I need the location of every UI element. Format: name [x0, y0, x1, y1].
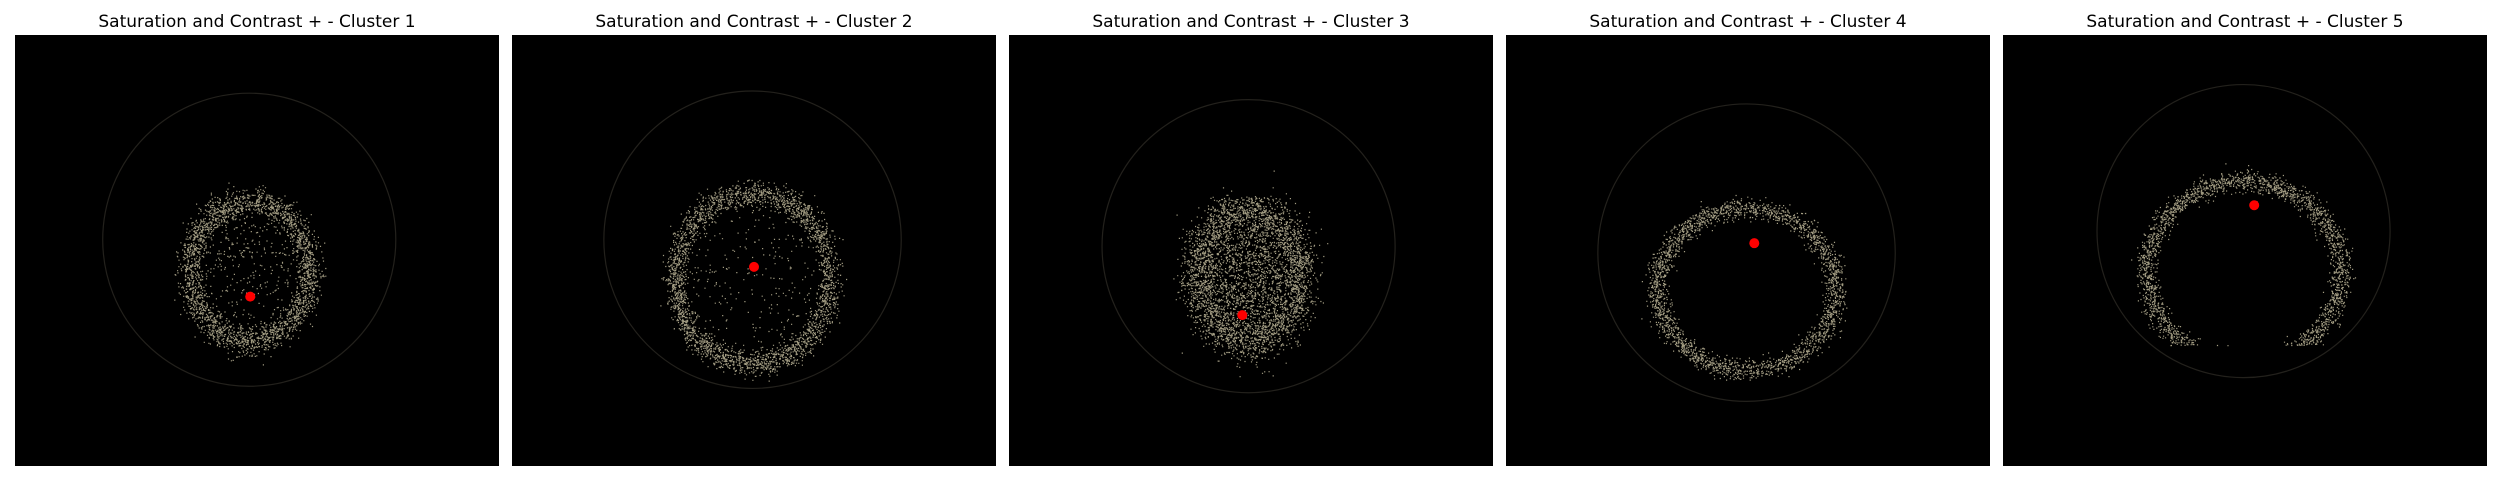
lens-outline	[2096, 83, 2391, 379]
panel-title: Saturation and Contrast + - Cluster 5	[2086, 12, 2404, 32]
lens-outline	[603, 90, 902, 390]
panel-title: Saturation and Contrast + - Cluster 3	[1092, 12, 1410, 32]
panel-cluster-1: Saturation and Contrast + - Cluster 1	[15, 0, 499, 466]
lens-outline	[1597, 103, 1896, 402]
cluster-scatter	[1597, 103, 1896, 402]
cluster-scatter	[2096, 83, 2391, 379]
panel-cluster-4: Saturation and Contrast + - Cluster 4	[1506, 0, 1990, 466]
cluster-pixels	[1173, 170, 1329, 378]
panel-title: Saturation and Contrast + - Cluster 1	[98, 12, 416, 32]
centroid-marker	[2249, 200, 2260, 211]
panel-cluster-2: Saturation and Contrast + - Cluster 2	[512, 0, 996, 466]
cluster-image	[512, 35, 996, 466]
cluster-scatter	[102, 92, 397, 387]
lens-outline	[102, 92, 397, 387]
cluster-image	[1009, 35, 1493, 466]
cluster-image	[1506, 35, 1990, 466]
cluster-pixels	[1641, 194, 1848, 381]
cluster-pixels	[660, 179, 848, 382]
cluster-image	[15, 35, 499, 466]
centroid-marker	[245, 291, 256, 302]
lens-outline	[1101, 99, 1396, 394]
cluster-pixels	[174, 182, 327, 366]
centroid-marker	[1237, 310, 1248, 321]
panel-cluster-5: Saturation and Contrast + - Cluster 5	[2003, 0, 2487, 466]
cluster-scatter	[1101, 99, 1396, 394]
panel-title: Saturation and Contrast + - Cluster 4	[1589, 12, 1907, 32]
centroid-marker	[1749, 238, 1760, 249]
panel-cluster-3: Saturation and Contrast + - Cluster 3	[1009, 0, 1493, 466]
cluster-scatter	[603, 90, 902, 390]
panel-title: Saturation and Contrast + - Cluster 2	[595, 12, 913, 32]
cluster-pixels	[2131, 163, 2357, 347]
centroid-marker	[749, 261, 759, 272]
cluster-image	[2003, 35, 2487, 466]
